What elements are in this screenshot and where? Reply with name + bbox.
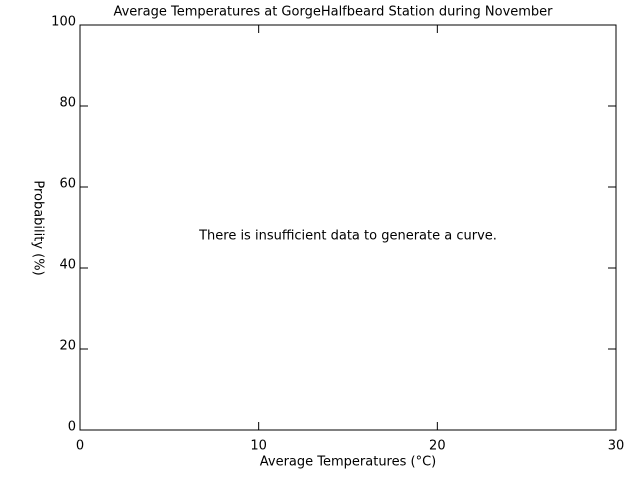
x-axis-label: Average Temperatures (°C) [260,455,437,470]
y-tick-label: 100 [51,15,76,30]
x-tick-label: 30 [608,439,625,454]
x-tick-label: 20 [429,439,446,454]
chart-title: Average Temperatures at GorgeHalfbeard S… [113,5,553,20]
y-tick-label: 80 [59,96,76,111]
y-tick-label: 20 [59,339,76,354]
annotation: There is insufficient data to generate a… [198,229,497,244]
x-tick-label: 0 [76,439,84,454]
x-tick-label: 10 [250,439,267,454]
y-axis-label: Probability (%) [31,180,46,275]
y-tick-label: 40 [59,258,76,273]
plot-frame [79,24,617,431]
y-tick-label: 60 [59,177,76,192]
y-tick-label: 0 [68,420,76,435]
